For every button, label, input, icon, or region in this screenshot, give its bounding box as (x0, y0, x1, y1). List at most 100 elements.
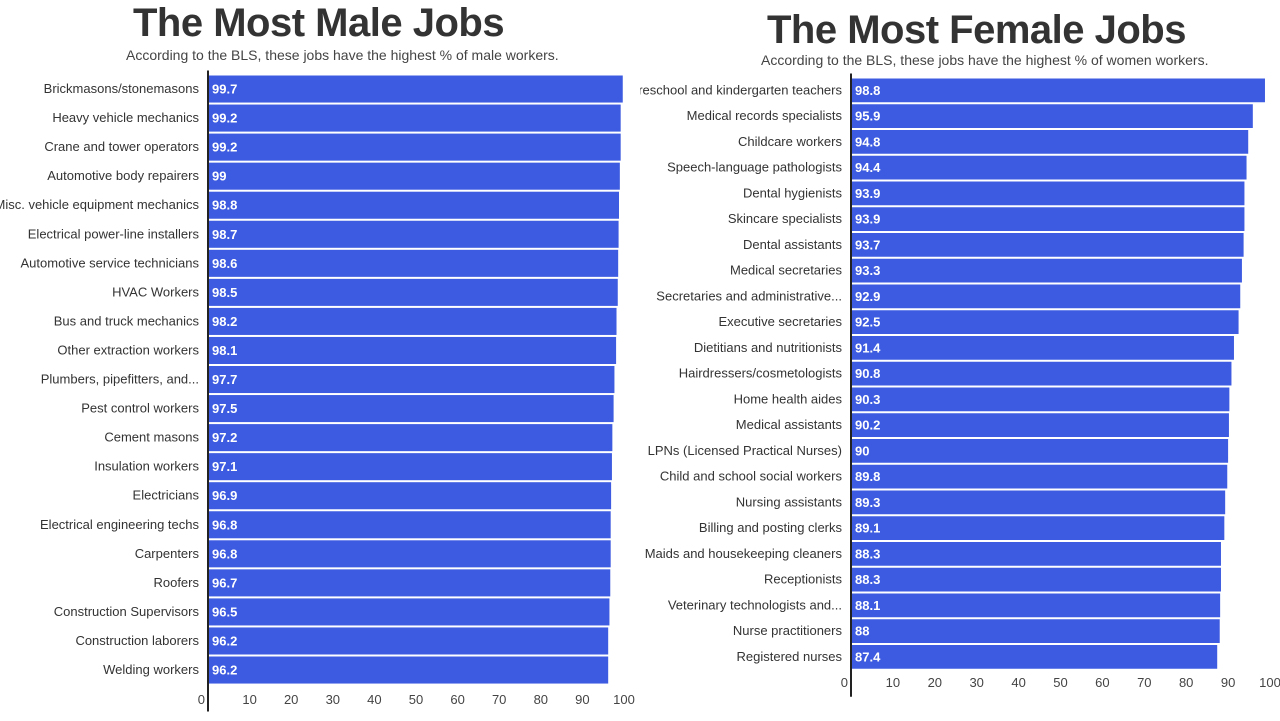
value-label: 88.3 (855, 546, 880, 561)
category-label: Construction Supervisors (54, 604, 200, 619)
value-label: 89.3 (855, 495, 880, 510)
value-label: 90.3 (855, 392, 880, 407)
category-label: Nursing assistants (736, 494, 843, 509)
bar (852, 645, 1218, 669)
bar (209, 191, 620, 219)
value-label: 91.4 (855, 340, 881, 355)
category-label: Insulation workers (94, 459, 199, 474)
category-label: Crane and tower operators (44, 139, 199, 154)
value-label: 98.8 (212, 198, 237, 213)
category-label: Billing and posting clerks (699, 520, 843, 535)
bar (209, 482, 612, 510)
value-label: 96.2 (212, 663, 237, 678)
bar (852, 542, 1221, 566)
x-tick-label: 90 (1221, 675, 1235, 690)
category-label: HVAC Workers (112, 284, 199, 299)
x-tick-label: 100 (1259, 675, 1280, 690)
value-label: 88.1 (855, 598, 880, 613)
x-tick-label: 20 (284, 692, 298, 707)
bar (852, 130, 1249, 154)
bar (852, 490, 1226, 515)
value-label: 88 (855, 624, 869, 639)
bar (209, 511, 611, 539)
value-label: 96.2 (212, 633, 237, 648)
x-tick-label: 30 (326, 692, 340, 707)
value-label: 97.2 (212, 430, 237, 445)
category-label: Nurse practitioners (733, 623, 843, 638)
value-label: 87.4 (855, 649, 881, 664)
bar (209, 366, 615, 394)
category-label: Child and school social workers (660, 469, 843, 484)
bar (209, 75, 623, 103)
value-label: 96.5 (212, 604, 237, 619)
bar (852, 619, 1220, 643)
bar (209, 453, 612, 481)
bar (852, 567, 1221, 592)
value-label: 90 (855, 443, 869, 458)
category-label: Welding workers (103, 662, 199, 677)
category-label: Electricians (133, 488, 200, 503)
category-label: Executive secretaries (718, 314, 842, 329)
category-label: Construction laborers (75, 633, 199, 648)
value-label: 98.8 (855, 83, 880, 98)
x-tick-label: 0 (841, 675, 848, 690)
bar (852, 516, 1225, 540)
value-label: 98.7 (212, 227, 237, 242)
x-tick-label: 90 (575, 692, 589, 707)
bar (209, 424, 613, 452)
bar (209, 569, 611, 597)
bar (852, 361, 1232, 386)
value-label: 92.5 (855, 315, 880, 330)
bar (852, 593, 1221, 618)
value-label: 92.9 (855, 289, 880, 304)
value-label: 98.6 (212, 256, 237, 271)
value-label: 93.9 (855, 212, 880, 227)
x-tick-label: 100 (613, 692, 635, 707)
category-label: Medical secretaries (730, 263, 842, 278)
category-label: Skincare specialists (728, 211, 843, 226)
value-label: 94.4 (855, 160, 881, 175)
bar (209, 162, 620, 190)
value-label: 98.1 (212, 343, 237, 358)
bar (852, 233, 1244, 257)
x-tick-label: 50 (409, 692, 423, 707)
x-tick-label: 80 (1179, 675, 1193, 690)
bar (209, 307, 617, 335)
bar (852, 439, 1229, 463)
value-label: 93.9 (855, 186, 880, 201)
category-label: Automotive body repairers (47, 168, 199, 183)
category-label: Plumbers, pipefitters, and... (41, 372, 199, 387)
value-label: 90.2 (855, 418, 880, 433)
bar (852, 155, 1247, 180)
category-label: Registered nurses (737, 649, 843, 664)
bar (852, 207, 1245, 231)
bar (209, 395, 614, 423)
category-label: Dental assistants (743, 237, 842, 252)
bar (209, 598, 610, 626)
male-chart-title: The Most Male Jobs (133, 1, 505, 45)
bar (852, 387, 1230, 412)
bar (209, 656, 609, 684)
x-tick-label: 10 (886, 675, 900, 690)
category-label: Heavy vehicle mechanics (52, 110, 199, 125)
category-label: Veterinary technologists and... (668, 597, 842, 612)
x-tick-label: 70 (1137, 675, 1151, 690)
category-label: Hairdressers/cosmetologists (679, 366, 843, 381)
bar (209, 540, 611, 568)
category-label: Preschool and kindergarten teachers (640, 82, 842, 97)
x-tick-label: 50 (1053, 675, 1067, 690)
x-tick-label: 10 (242, 692, 256, 707)
x-tick-label: 80 (534, 692, 548, 707)
value-label: 97.5 (212, 401, 237, 416)
value-label: 88.3 (855, 572, 880, 587)
category-label: Bus and truck mechanics (54, 313, 200, 328)
bar (209, 104, 621, 132)
category-label: Roofers (153, 575, 199, 590)
male-chart-subtitle: According to the BLS, these jobs have th… (126, 47, 559, 63)
value-label: 93.7 (855, 237, 880, 252)
category-label: Medical records specialists (687, 108, 843, 123)
category-label: Carpenters (135, 546, 200, 561)
x-tick-label: 0 (198, 692, 205, 707)
bar (852, 336, 1234, 360)
category-label: Brickmasons/stonemasons (44, 81, 200, 96)
